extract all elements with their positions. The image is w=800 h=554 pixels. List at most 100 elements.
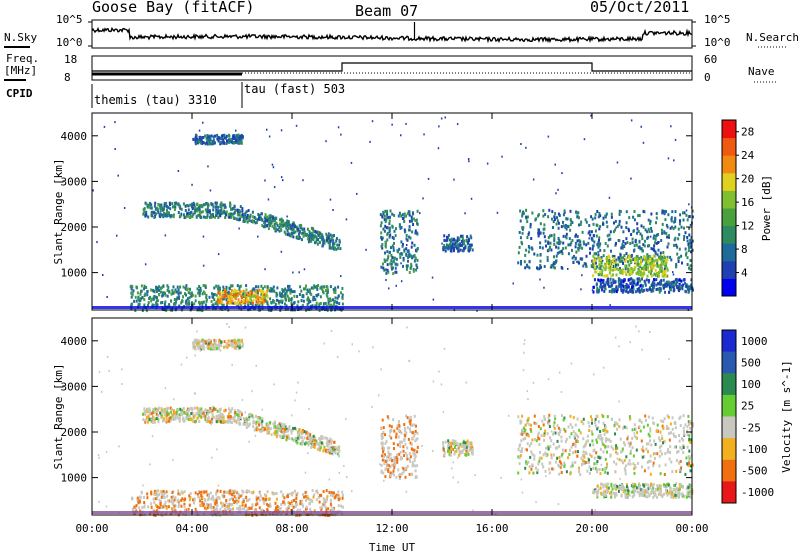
velocity-echo-cell	[236, 413, 239, 416]
velocity-echo-cell	[413, 448, 416, 452]
velocity-echo-cell	[241, 489, 244, 493]
velocity-echo-cell	[242, 417, 245, 420]
velocity-echo-cell	[329, 499, 332, 503]
power-echo-cell	[542, 209, 545, 213]
power-scatter-cell	[464, 212, 466, 215]
power-echo-cell	[599, 242, 602, 246]
velocity-echo-cell	[275, 427, 278, 431]
power-echo-cell	[620, 269, 623, 273]
velocity-echo-cell	[158, 498, 161, 502]
power-echo-cell	[146, 293, 149, 297]
power-echo-cell	[652, 236, 655, 240]
velocity-echo-cell	[295, 496, 298, 500]
power-echo-cell	[316, 238, 319, 242]
power-echo-cell	[217, 296, 220, 300]
power-echo-cell	[246, 220, 249, 224]
power-echo-cell	[252, 300, 254, 304]
velocity-echo-cell	[207, 419, 210, 423]
power-echo-cell	[637, 287, 640, 291]
velocity-echo-cell	[388, 464, 391, 468]
power-echo-cell	[542, 231, 545, 235]
velocity-echo-cell	[235, 421, 238, 425]
power-echo-cell	[567, 243, 570, 247]
power-echo-cell	[587, 241, 590, 245]
power-echo-cell	[268, 218, 271, 222]
power-echo-cell	[538, 232, 541, 236]
power-echo-cell	[334, 286, 337, 290]
power-scatter-cell	[191, 183, 193, 186]
power-echo-cell	[240, 215, 243, 219]
power-echo-cell	[447, 247, 450, 251]
power-echo-cell	[604, 214, 607, 218]
velocity-echo-cell	[391, 471, 394, 475]
velocity-echo-cell	[338, 454, 340, 458]
power-echo-cell	[130, 303, 133, 307]
velocity-echo-cell	[333, 496, 336, 500]
velocity-echo-cell	[153, 410, 156, 414]
power-echo-cell	[599, 267, 602, 271]
power-echo-cell	[597, 245, 600, 249]
power-echo-cell	[599, 225, 602, 228]
power-echo-cell	[453, 249, 455, 253]
power-echo-cell	[176, 285, 179, 289]
power-echo-cell	[395, 227, 397, 231]
power-echo-cell	[258, 214, 261, 217]
power-echo-cell	[221, 297, 224, 301]
power-echo-cell	[612, 261, 615, 265]
velocity-echo-cell	[166, 413, 169, 417]
power-echo-cell	[326, 234, 329, 238]
power-echo-cell	[629, 288, 632, 292]
velocity-echo-cell	[146, 496, 149, 500]
power-echo-cell	[649, 257, 652, 261]
power-echo-cell	[219, 209, 222, 213]
power-echo-cell	[630, 267, 633, 271]
power-echo-cell	[657, 233, 660, 236]
velocity-echo-cell	[336, 447, 339, 450]
power-echo-cell	[219, 136, 222, 140]
velocity-echo-cell	[397, 423, 400, 427]
power-echo-cell	[632, 258, 635, 261]
velocity-echo-cell	[153, 421, 156, 424]
power-echo-cell	[224, 205, 227, 209]
power-echo-cell	[284, 292, 287, 296]
power-echo-cell	[660, 263, 663, 267]
power-echo-cell	[216, 303, 219, 307]
power-echo-cell	[449, 241, 452, 245]
velocity-echo-cell	[416, 445, 419, 449]
power-echo-cell	[637, 214, 640, 218]
power-echo-cell	[296, 229, 299, 233]
velocity-echo-cell	[252, 425, 255, 429]
power-echo-cell	[260, 293, 263, 297]
velocity-echo-cell	[304, 442, 307, 446]
power-echo-cell	[131, 285, 134, 289]
power-echo-cell	[312, 238, 315, 241]
velocity-echo-cell	[415, 475, 418, 479]
velocity-echo-cell	[177, 489, 180, 493]
panel-velocity	[91, 317, 737, 517]
power-echo-cell	[163, 303, 166, 307]
power-scatter-cell	[117, 174, 119, 177]
power-echo-cell	[607, 238, 610, 242]
velocity-echo-cell	[292, 426, 295, 430]
power-echo-cell	[594, 270, 597, 274]
power-echo-cell	[674, 216, 677, 220]
velocity-echo-cell	[177, 505, 180, 509]
power-echo-cell	[241, 301, 244, 305]
velocity-echo-cell	[240, 413, 243, 417]
velocity-echo-cell	[191, 418, 194, 422]
power-echo-cell	[598, 212, 601, 215]
power-echo-cell	[630, 233, 633, 236]
power-echo-cell	[187, 301, 190, 305]
power-echo-cell	[643, 244, 646, 248]
power-echo-cell	[297, 300, 300, 304]
power-echo-cell	[622, 261, 624, 265]
power-echo-cell	[614, 280, 617, 284]
velocity-echo-cell	[245, 495, 248, 499]
power-echo-cell	[660, 260, 663, 264]
velocity-echo-cell	[383, 446, 385, 450]
power-echo-cell	[550, 248, 553, 252]
power-echo-cell	[296, 304, 299, 308]
velocity-echo-cell	[395, 435, 398, 439]
velocity-echo-cell	[220, 420, 223, 424]
velocity-echo-cell	[165, 408, 168, 412]
